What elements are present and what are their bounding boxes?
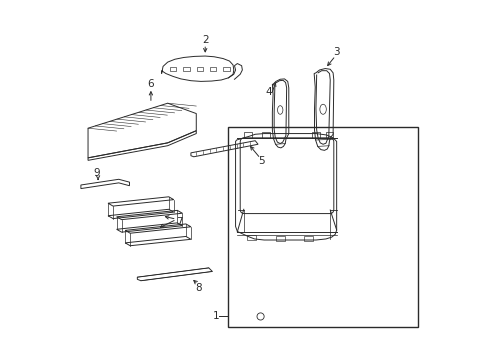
Text: 4: 4 (265, 87, 271, 97)
Text: 6: 6 (147, 79, 154, 89)
Bar (169, 67, 176, 71)
Bar (223, 67, 229, 71)
Bar (312, 132, 319, 138)
Text: 9: 9 (93, 168, 100, 178)
Text: 7: 7 (176, 217, 183, 227)
Bar (244, 132, 251, 138)
Bar (275, 237, 285, 242)
Bar (304, 237, 313, 242)
Bar (325, 132, 332, 138)
Bar (262, 132, 269, 138)
Text: 5: 5 (258, 157, 264, 166)
Text: 1: 1 (212, 311, 219, 321)
Bar (228, 127, 417, 327)
Bar (246, 235, 256, 240)
Text: 2: 2 (202, 35, 208, 45)
Bar (196, 67, 203, 71)
Text: 3: 3 (333, 47, 339, 57)
Bar (183, 67, 189, 71)
Text: 8: 8 (195, 283, 202, 293)
Bar (210, 67, 216, 71)
